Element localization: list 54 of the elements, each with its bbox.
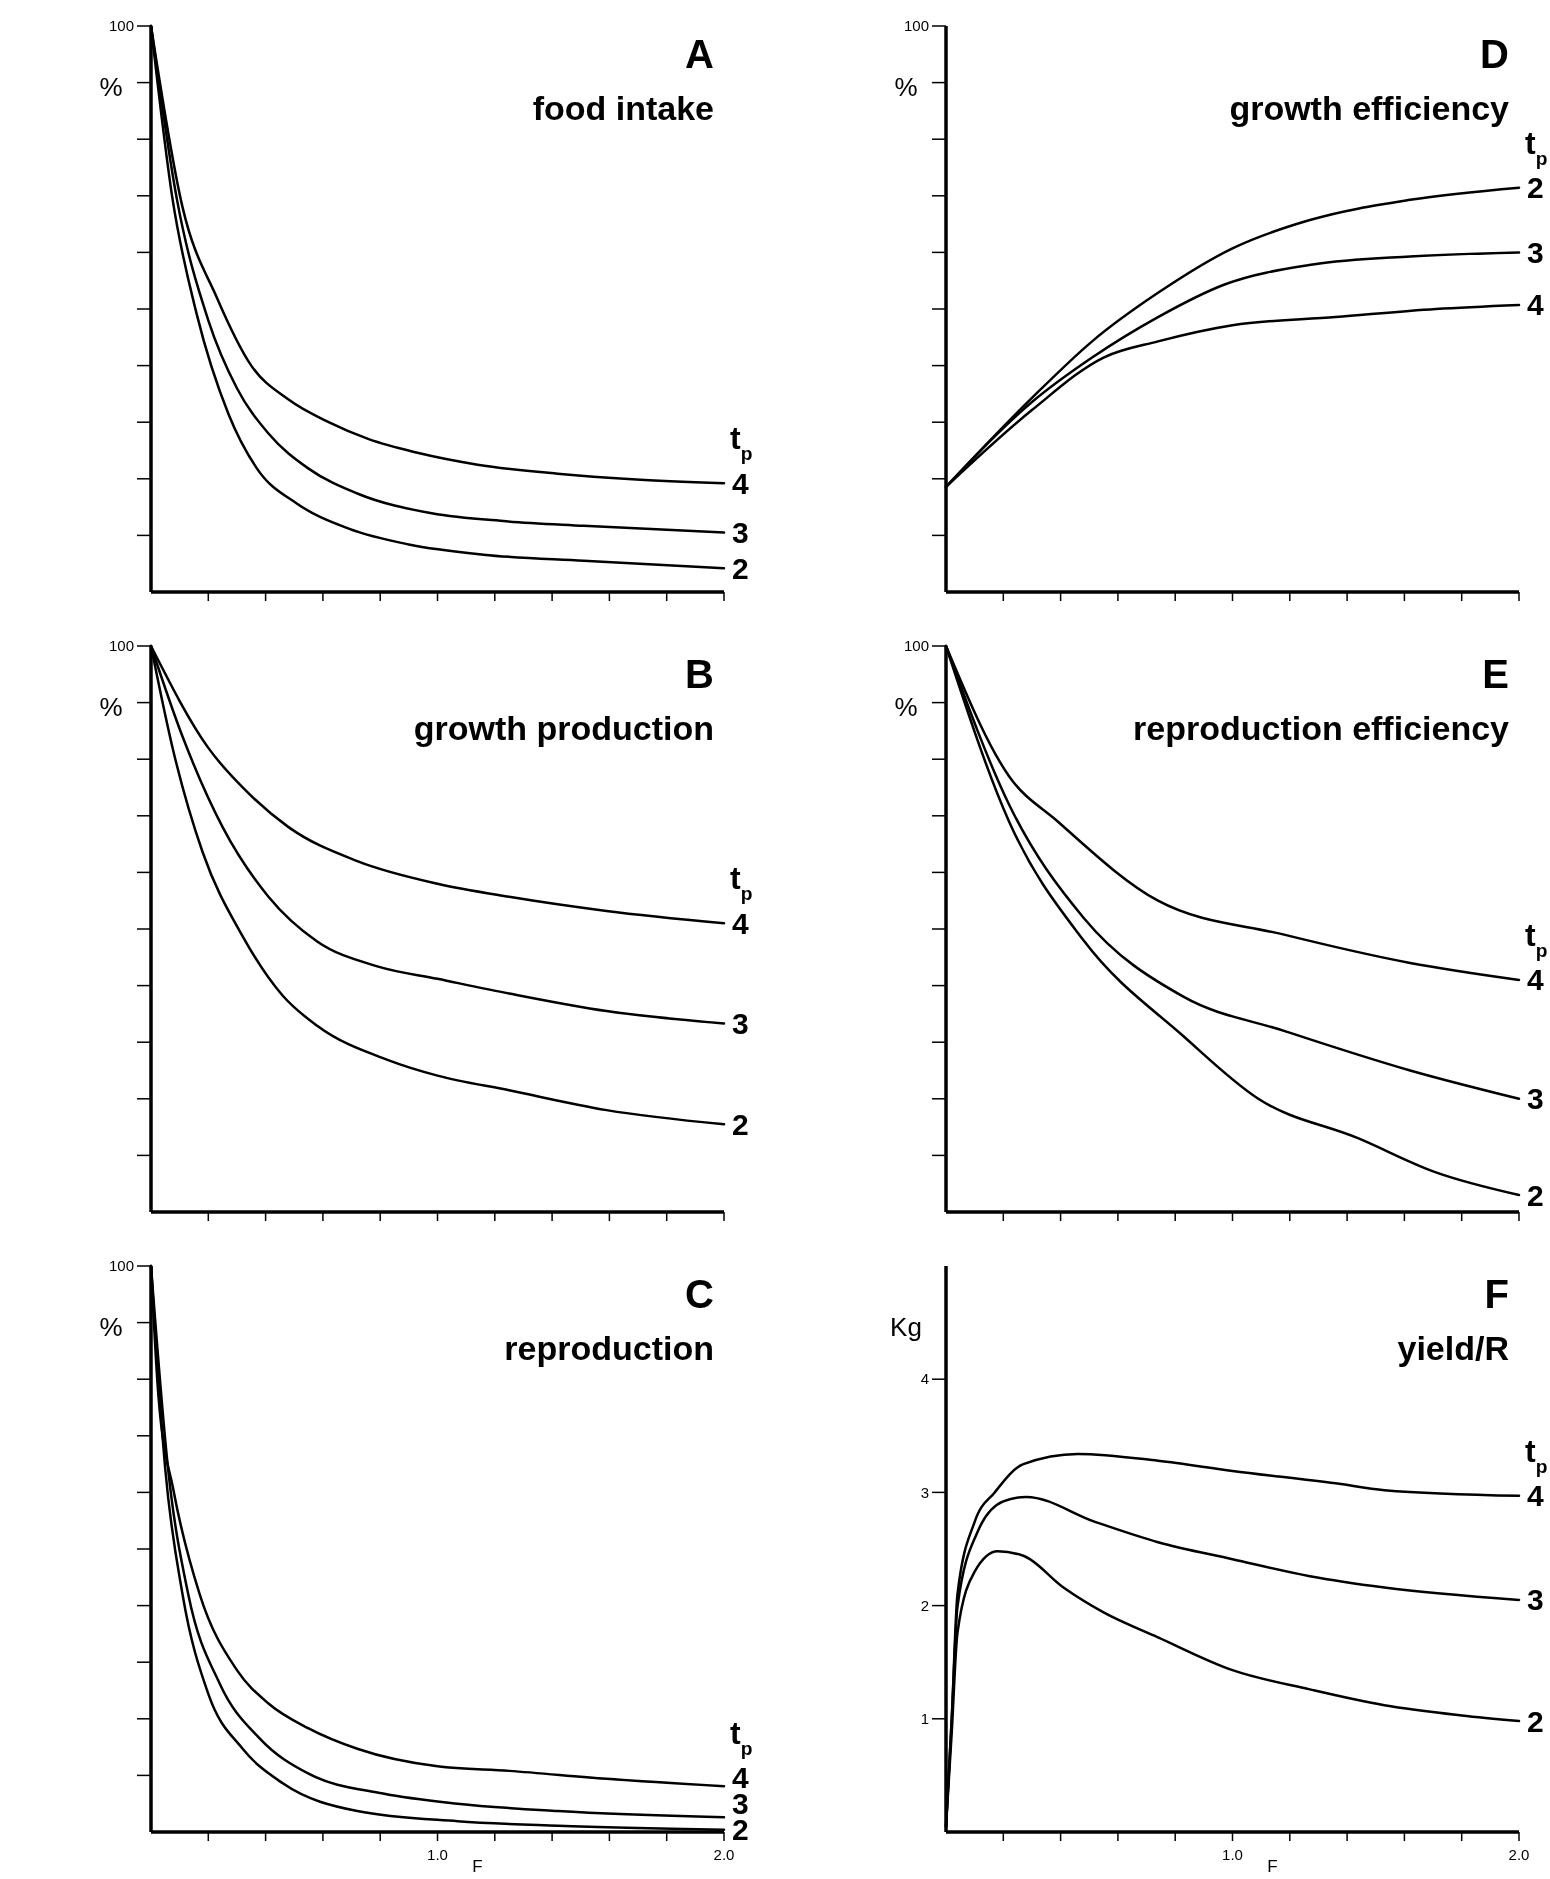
text: 100: [903, 637, 929, 655]
legend-title: t$_{p}$: [1525, 1432, 1548, 1477]
series-label: 2: [1527, 1178, 1544, 1212]
series-label: 4: [1527, 963, 1544, 997]
chart-title: A: [685, 32, 714, 76]
x-tick-label: 2.0: [713, 1846, 735, 1863]
chart-title: B: [685, 652, 714, 696]
series-label: 2: [732, 551, 749, 585]
chart-title: E: [1482, 652, 1509, 696]
y-tick-label: 3: [920, 1483, 929, 1501]
series-label: 4: [1527, 1479, 1544, 1513]
text: 100: [108, 1257, 134, 1275]
series-label: 4: [1527, 288, 1544, 322]
y-tick-label: 2: [920, 1596, 929, 1614]
y-axis-title: %: [894, 72, 918, 102]
chart-title: C: [685, 1272, 714, 1316]
text: growth production: [413, 709, 714, 747]
y-tick-label: 1: [920, 1710, 929, 1728]
series-label: 3: [1527, 1082, 1544, 1116]
series-label: 3: [1527, 235, 1544, 269]
series-label: 3: [732, 1007, 749, 1041]
series-label: 3: [732, 516, 749, 550]
text: yield/R: [1397, 1329, 1509, 1367]
y-tick-label: 4: [920, 1370, 929, 1388]
y-axis-title: %: [99, 72, 123, 102]
text: reproduction efficiency: [1133, 709, 1510, 747]
text: 100: [108, 17, 134, 35]
legend-title: t$_{p}$: [730, 1714, 753, 1759]
text: reproduction: [504, 1329, 714, 1367]
y-axis-title: %: [894, 692, 918, 722]
series-label: 3: [1527, 1583, 1544, 1617]
x-tick-label: 1.0: [427, 1846, 448, 1863]
series-label: 2: [1527, 1704, 1544, 1738]
legend-title: t$_{p}$: [730, 420, 753, 464]
series-label: 2: [732, 1107, 749, 1141]
series-label: 4: [732, 906, 749, 940]
chart-subtitle: growth efficiency: [1229, 89, 1510, 127]
chart-title: F: [1484, 1272, 1509, 1316]
x-axis-title: F: [472, 1857, 483, 1876]
chart-title: D: [1480, 32, 1509, 76]
text: 100: [108, 637, 134, 655]
legend-title: t$_{p}$: [730, 860, 753, 904]
series-label: 2: [1527, 171, 1544, 205]
legend-title: t$_{p}$: [1525, 124, 1548, 169]
y-axis-title: Kg: [890, 1312, 922, 1342]
y-axis-title: %: [99, 1312, 123, 1342]
x-axis-title: F: [1267, 1857, 1278, 1876]
text: 100: [903, 17, 929, 35]
x-tick-label: 1.0: [1222, 1846, 1243, 1863]
x-tick-label: 2.0: [1508, 1846, 1530, 1863]
legend-title: t$_{p}$: [1525, 916, 1548, 961]
series-label: 4: [732, 466, 749, 500]
text: food intake: [532, 89, 714, 127]
y-axis-title: %: [99, 692, 123, 722]
